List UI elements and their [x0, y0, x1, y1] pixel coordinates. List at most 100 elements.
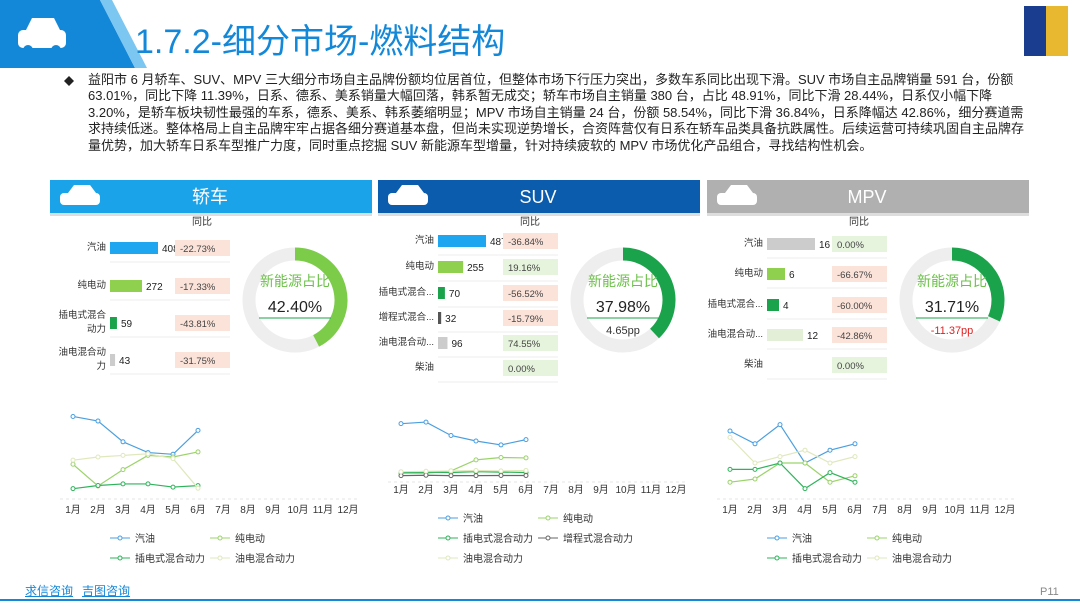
legend-marker: [445, 535, 451, 541]
header-stripe: [100, 0, 147, 68]
legend-marker: [774, 535, 780, 541]
yoy-value: 74.55%: [508, 339, 541, 350]
summary-text: 益阳市 6 月轿车、SUV、MPV 三大细分市场自主品牌份额均位居首位，但整体市…: [88, 72, 1025, 153]
series-point: [448, 473, 454, 479]
yoy-cell: [832, 297, 887, 313]
legend-label: 插电式混合动力: [792, 552, 862, 565]
series-point: [523, 437, 529, 443]
yoy-value: 0.00%: [837, 361, 864, 372]
panel-title: 轿车: [192, 187, 228, 207]
yoy-value: -36.84%: [508, 237, 544, 248]
bar-label: 纯电动: [405, 261, 434, 272]
donut-arc: [951, 247, 1005, 322]
legend-label: 汽油: [135, 532, 155, 545]
footer-link[interactable]: 吉图咨询: [82, 584, 131, 598]
yoy-cell: [175, 240, 230, 256]
series-point: [827, 479, 833, 485]
month-label: 8月: [897, 504, 913, 516]
legend-marker: [545, 515, 551, 521]
panel-header: [707, 180, 1029, 213]
legend-label: 纯电动: [235, 532, 265, 545]
series-point: [398, 473, 404, 479]
series-point: [423, 472, 429, 478]
month-label: 1月: [393, 484, 409, 496]
series-point: [120, 452, 126, 458]
legend-marker: [874, 555, 880, 561]
series-point: [195, 485, 201, 491]
series-line: [401, 456, 527, 474]
series-point: [95, 483, 101, 488]
series-point: [120, 467, 126, 473]
donut-label: 新能源占比: [917, 273, 987, 289]
legend-label: 纯电动: [892, 532, 922, 545]
series-point: [727, 434, 733, 440]
panel-title: SUV: [519, 187, 556, 207]
bar: [438, 235, 486, 247]
series-point: [473, 473, 479, 479]
legend-label: 纯电动: [563, 512, 593, 525]
page-number: P11: [1040, 586, 1059, 598]
donut-arc: [622, 247, 676, 339]
month-label: 2月: [747, 504, 763, 516]
month-label: 8月: [240, 504, 256, 516]
bar-value: 70: [449, 289, 461, 300]
series-line: [729, 436, 856, 464]
legend-label: 油电混合动力: [892, 552, 952, 565]
month-label: 9月: [593, 484, 609, 496]
month-label: 10月: [287, 504, 308, 516]
footer-link[interactable]: 求信咨询: [25, 584, 74, 598]
bar: [438, 287, 445, 299]
series-point: [727, 466, 733, 472]
yoy-header: 同比: [192, 216, 212, 228]
bar: [438, 312, 442, 324]
yoy-value: -17.33%: [180, 282, 216, 293]
series-point: [852, 473, 858, 479]
car-icon: [18, 18, 66, 55]
bar-label: 插电式混合动力: [58, 310, 106, 335]
yoy-cell: [832, 327, 887, 343]
bar: [438, 261, 464, 273]
month-label: 6月: [518, 484, 534, 496]
header-shape: [0, 0, 135, 68]
month-label: 3月: [443, 484, 459, 496]
series-point: [523, 467, 529, 473]
yoy-value: 0.00%: [837, 240, 864, 251]
series-point: [473, 457, 479, 463]
donut-note: 4.65pp: [606, 325, 640, 337]
series-point: [827, 460, 833, 466]
month-label: 12月: [665, 484, 686, 496]
donut-arc: [294, 247, 348, 347]
legend-marker: [217, 535, 223, 541]
bar: [767, 268, 785, 280]
legend-label: 油电混合动力: [463, 552, 523, 565]
series-line: [730, 462, 856, 490]
series-point: [398, 421, 404, 427]
bar-value: 4: [783, 301, 789, 312]
series-point: [777, 454, 783, 460]
series-line: [729, 423, 856, 464]
series-point: [752, 441, 758, 447]
bar: [110, 280, 142, 292]
series-line: [72, 451, 199, 487]
legend-marker: [874, 535, 880, 541]
yoy-cell: [832, 357, 887, 373]
series-point: [827, 470, 833, 476]
series-point: [727, 479, 733, 485]
series-point: [523, 455, 529, 461]
series-point: [398, 469, 404, 475]
bar-value: 16: [819, 240, 831, 251]
legend-marker: [445, 555, 451, 561]
legend-marker: [545, 535, 551, 541]
legend-marker: [445, 515, 451, 521]
month-label: 3月: [772, 504, 788, 516]
panel-header-shadow: [378, 213, 700, 216]
bar-label: 插电式混合...: [378, 287, 434, 298]
bullet: [64, 76, 74, 86]
series-point: [195, 427, 201, 433]
bar-value: 6: [789, 270, 795, 281]
month-label: 3月: [115, 504, 131, 516]
series-point: [423, 468, 429, 474]
bar-label: 纯电动: [77, 280, 106, 291]
yoy-cell: [175, 315, 230, 331]
